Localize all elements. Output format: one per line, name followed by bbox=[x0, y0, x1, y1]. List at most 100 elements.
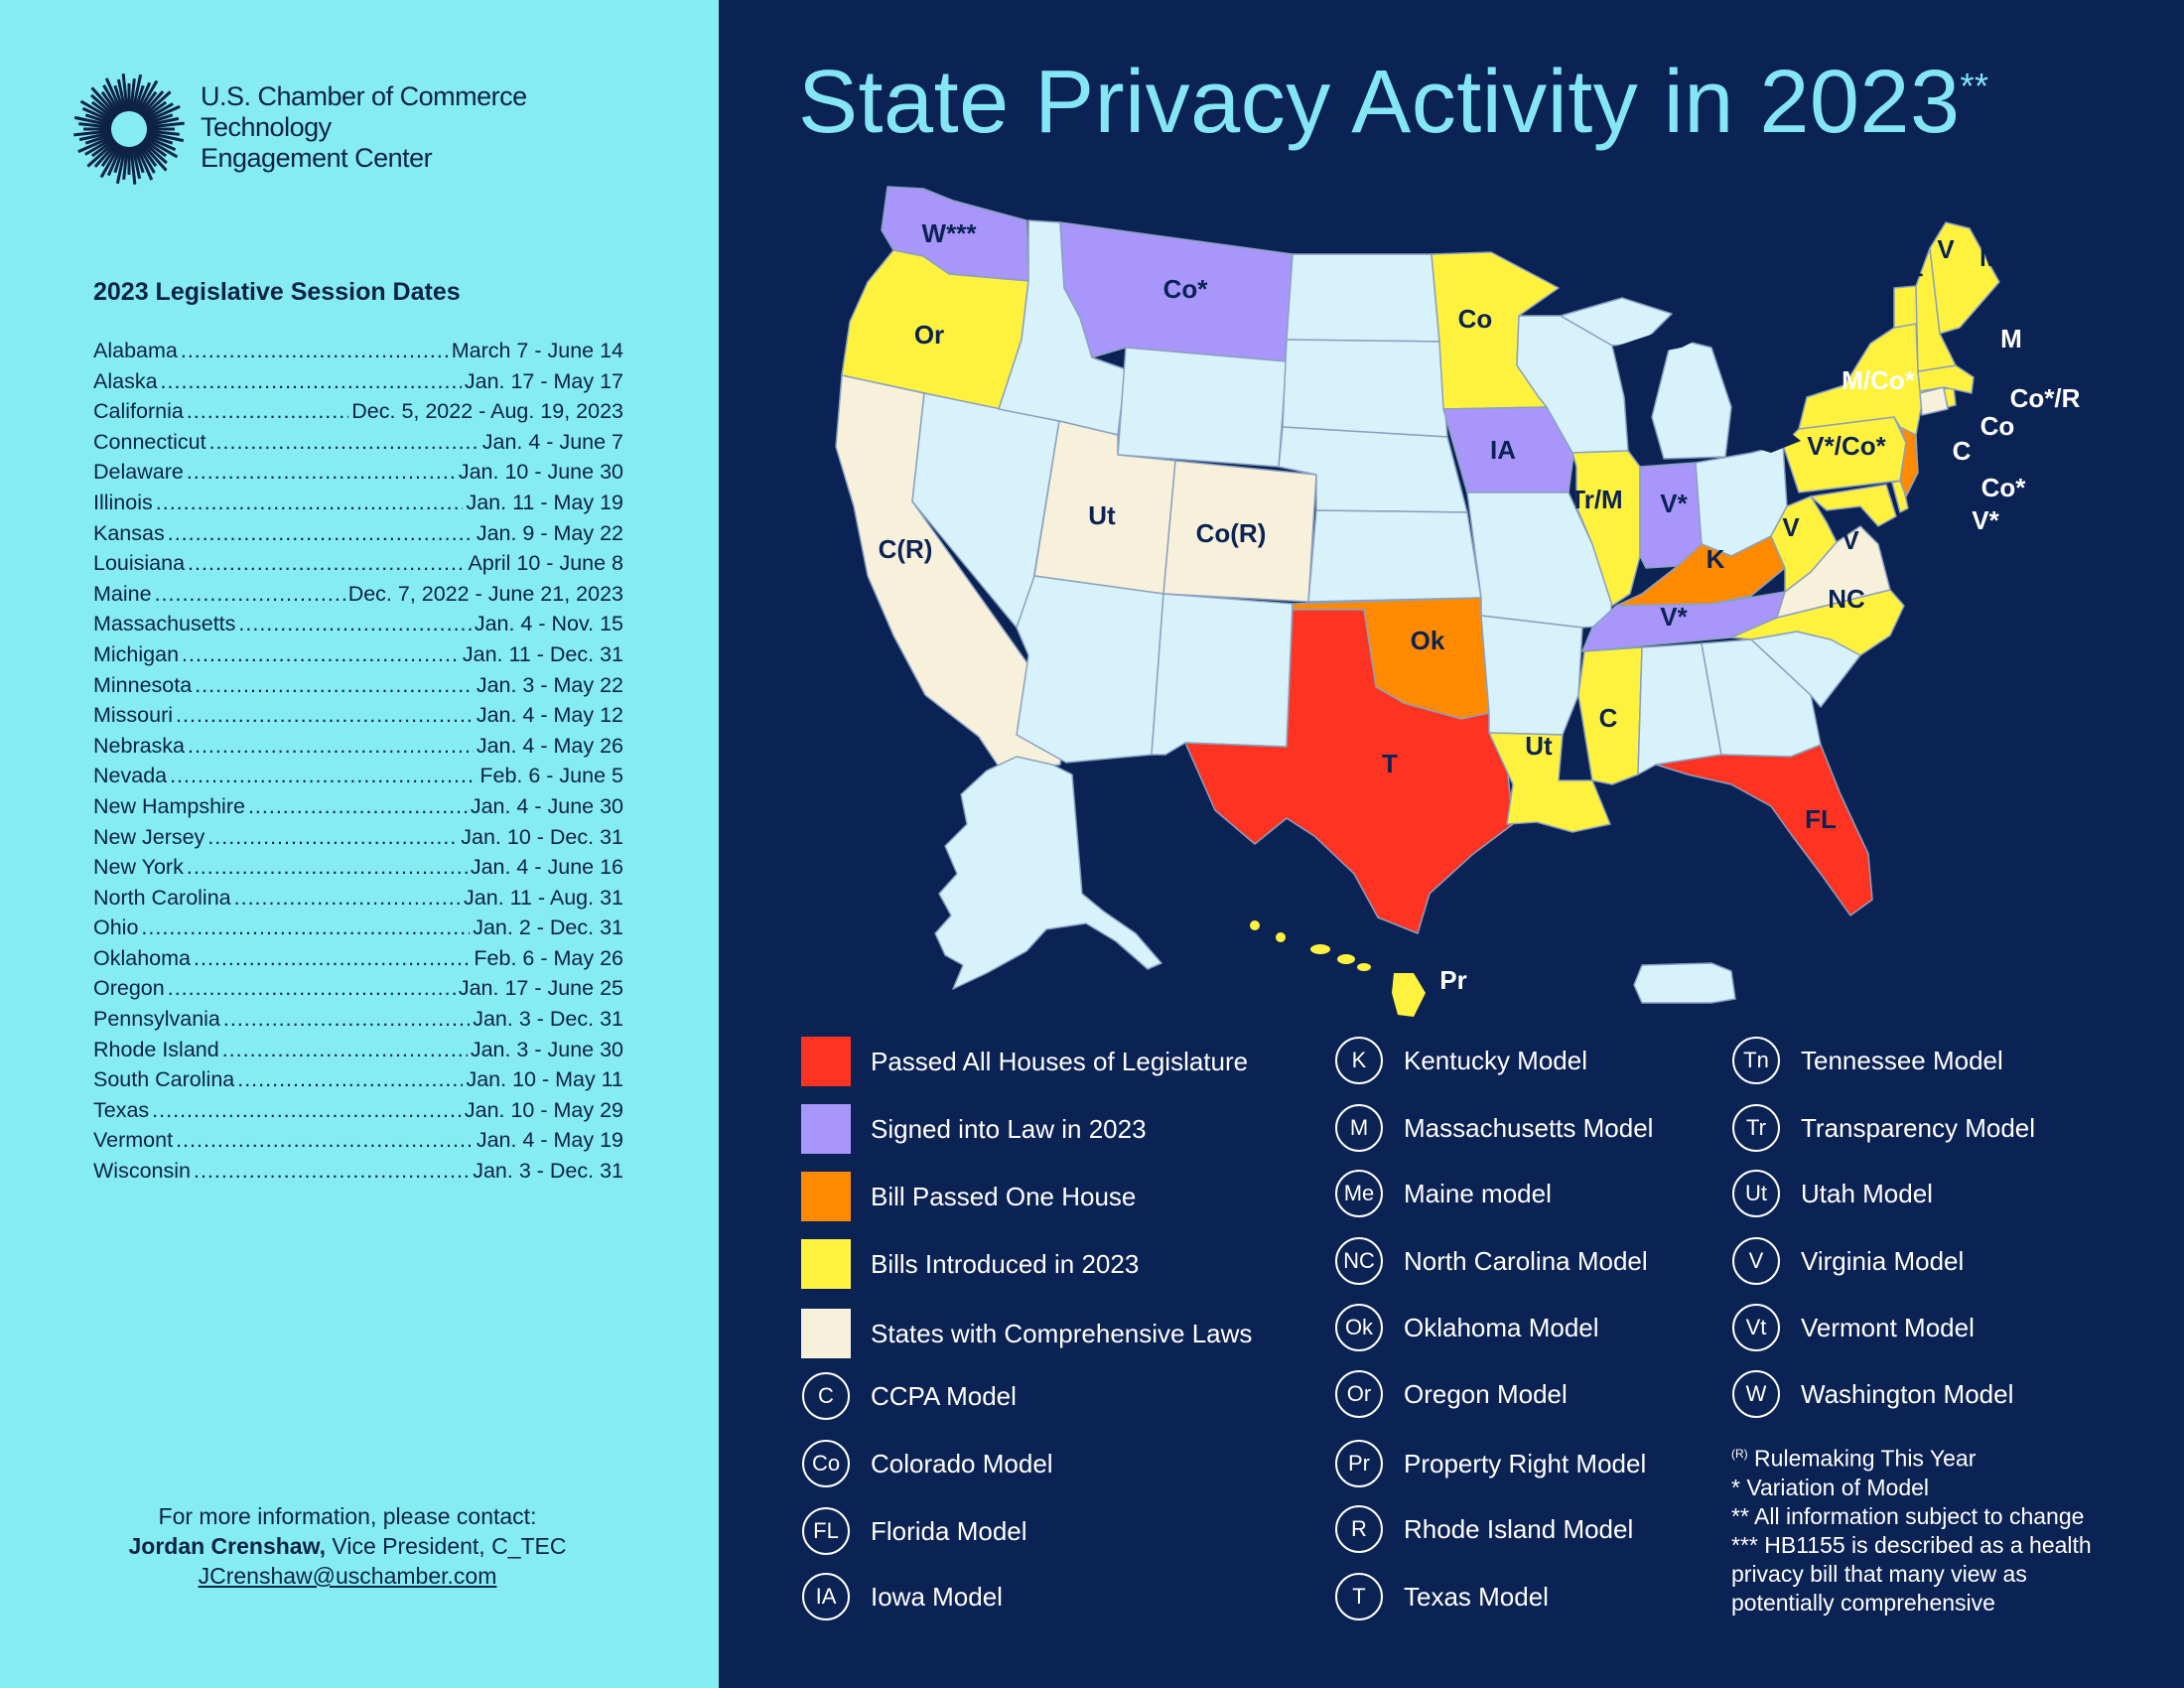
session-dates: Jan. 11 - Dec. 31 bbox=[462, 641, 623, 666]
model-code-badge: Or bbox=[1335, 1370, 1383, 1418]
contact-intro: For more information, please contact: bbox=[158, 1503, 537, 1529]
leader-dots bbox=[155, 579, 345, 610]
note-rulemaking: (R) Rulemaking This Year bbox=[1731, 1440, 2092, 1474]
state-west-virginia bbox=[1770, 495, 1838, 593]
session-row: Massachusetts Jan. 4 - Nov. 15 bbox=[93, 609, 623, 639]
leader-dots bbox=[181, 336, 449, 366]
session-row: New Jersey Jan. 10 - Dec. 31 bbox=[93, 822, 623, 853]
state-model-label: NC bbox=[1828, 584, 1865, 614]
state-model-label: Co* bbox=[1981, 473, 2027, 502]
legend-swatch bbox=[801, 1309, 851, 1358]
session-dates: Jan. 11 - Aug. 31 bbox=[464, 885, 623, 910]
leader-dots bbox=[176, 700, 474, 731]
leader-dots bbox=[168, 973, 456, 1004]
state-model-label: Co* bbox=[1163, 274, 1209, 304]
state-hawaii bbox=[1250, 920, 1426, 1017]
session-dates-list: Alabama March 7 - June 14 Alaska Jan. 17 - … bbox=[93, 336, 623, 1187]
leader-dots bbox=[182, 639, 460, 670]
session-row: Kansas Jan. 9 - May 22 bbox=[93, 518, 623, 549]
state-model-label: M bbox=[2000, 324, 2022, 353]
session-state: Ohio bbox=[93, 915, 139, 940]
model-code-badge: Tr bbox=[1732, 1104, 1780, 1152]
session-dates: Jan. 17 - May 17 bbox=[464, 368, 623, 393]
leader-dots bbox=[222, 1035, 468, 1065]
rulemaking-text: Rulemaking This Year bbox=[1747, 1445, 1977, 1472]
state-model-label: Ut bbox=[1088, 500, 1116, 530]
state-model-label: Vt bbox=[1897, 252, 1923, 282]
session-state: New Hampshire bbox=[93, 793, 245, 818]
legend-label: Signed into Law in 2023 bbox=[871, 1114, 1147, 1144]
model-label: Massachusetts Model bbox=[1404, 1113, 1654, 1143]
leader-dots bbox=[223, 1004, 470, 1035]
model-code-badge: R bbox=[1335, 1505, 1383, 1553]
leader-dots bbox=[168, 518, 474, 549]
session-state: Alaska bbox=[93, 368, 158, 393]
session-state: Connecticut bbox=[93, 429, 206, 454]
session-dates: Jan. 4 - Nov. 15 bbox=[474, 612, 623, 636]
contact-email-link[interactable]: JCrenshaw@uschamber.com bbox=[198, 1563, 497, 1589]
session-row: New Hampshire Jan. 4 - June 30 bbox=[93, 791, 623, 822]
state-model-label: V bbox=[1842, 525, 1859, 555]
state-model-label: Ok bbox=[1411, 626, 1445, 655]
leader-dots bbox=[141, 913, 470, 943]
rulemaking-mark: (R) bbox=[1731, 1447, 1748, 1461]
state-model-label: Co(R) bbox=[1196, 518, 1267, 548]
model-label: Transparency Model bbox=[1801, 1113, 2036, 1143]
model-code-badge: K bbox=[1335, 1037, 1383, 1084]
model-code-badge: Me bbox=[1335, 1170, 1383, 1217]
session-dates: March 7 - June 14 bbox=[451, 339, 623, 362]
model-code-badge: V bbox=[1732, 1237, 1780, 1285]
leader-dots bbox=[209, 427, 479, 458]
session-row: Oklahoma Feb. 6 - May 26 bbox=[93, 943, 623, 974]
state-wyoming bbox=[1117, 347, 1288, 468]
model-code-badge: IA bbox=[802, 1573, 850, 1620]
session-state: Massachusetts bbox=[93, 612, 236, 636]
session-state: Nevada bbox=[93, 764, 168, 788]
session-dates: Jan. 4 - May 12 bbox=[476, 703, 623, 728]
legend-label: Passed All Houses of Legislature bbox=[871, 1047, 1249, 1076]
session-state: Rhode Island bbox=[93, 1037, 219, 1061]
model-label: Colorado Model bbox=[871, 1449, 1053, 1478]
state-texas bbox=[1184, 609, 1514, 934]
state-model-label: Co*/R bbox=[2010, 383, 2081, 413]
session-state: Wisconsin bbox=[93, 1159, 191, 1184]
session-dates: Jan. 4 - May 26 bbox=[476, 733, 623, 758]
state-kansas bbox=[1307, 509, 1482, 603]
session-dates: Jan. 2 - Dec. 31 bbox=[473, 915, 623, 940]
session-row: Wisconsin Jan. 3 - Dec. 31 bbox=[93, 1156, 623, 1187]
state-model-label: C bbox=[1953, 436, 1972, 466]
model-code-badge: Vt bbox=[1732, 1304, 1780, 1351]
session-state: Oregon bbox=[93, 976, 165, 1001]
leader-dots bbox=[170, 761, 477, 791]
model-code-badge: FL bbox=[802, 1507, 850, 1555]
state-model-label: K bbox=[1706, 544, 1725, 574]
session-dates: Jan. 3 - Dec. 31 bbox=[473, 1007, 623, 1032]
state-model-label: Me bbox=[1979, 242, 2015, 272]
note-hb1155-line-2: privacy bill that many view as bbox=[1731, 1560, 2027, 1587]
us-privacy-map: W*** Co* Or C(R) Ut Co(R) Co IA Tr/M V* K V* Ok T Ut C F… bbox=[835, 186, 2081, 1017]
state-model-label: IA bbox=[1490, 435, 1516, 465]
session-state: North Carolina bbox=[93, 885, 231, 910]
legend-label: Bill Passed One House bbox=[871, 1182, 1137, 1211]
legend-swatch bbox=[801, 1104, 851, 1154]
state-maine bbox=[1929, 221, 2000, 335]
state-model-label: Tr/M bbox=[1570, 485, 1622, 514]
state-model-label: V* bbox=[1660, 602, 1688, 632]
state-florida bbox=[1655, 744, 1873, 916]
model-label: Kentucky Model bbox=[1404, 1046, 1587, 1075]
session-dates: April 10 - June 8 bbox=[468, 551, 623, 576]
model-code-badge: Ut bbox=[1732, 1170, 1780, 1217]
session-state: Minnesota bbox=[93, 672, 193, 697]
session-state: Oklahoma bbox=[93, 945, 191, 970]
legend-swatch bbox=[801, 1239, 851, 1289]
session-state: California bbox=[93, 399, 184, 424]
leader-dots bbox=[238, 609, 471, 639]
note-subject-to-change: ** All information subject to change bbox=[1731, 1502, 2085, 1529]
session-row: New York Jan. 4 - June 16 bbox=[93, 852, 623, 883]
leader-dots bbox=[207, 822, 458, 853]
session-row: Alaska Jan. 17 - May 17 bbox=[93, 366, 623, 397]
state-new-mexico bbox=[1151, 593, 1294, 756]
model-label: Tennessee Model bbox=[1801, 1046, 2003, 1075]
model-code-badge: T bbox=[1335, 1573, 1383, 1620]
title-text: State Privacy Activity in 2023 bbox=[798, 53, 1961, 152]
